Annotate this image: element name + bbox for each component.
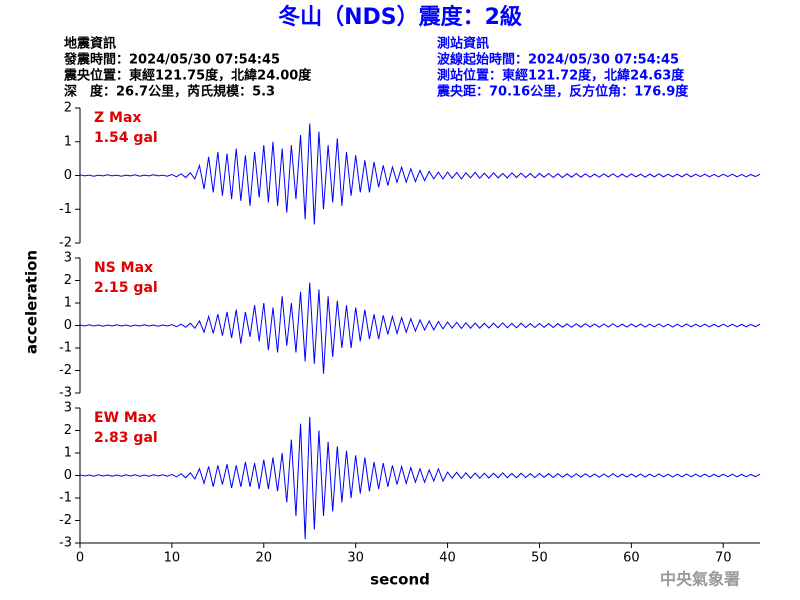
x-tick-label: 70 — [715, 551, 732, 566]
y-tick-label: 1 — [64, 446, 72, 461]
x-tick-label: 60 — [623, 551, 640, 566]
y-tick-label: 0 — [64, 168, 72, 183]
x-tick-label: 40 — [439, 551, 456, 566]
quake-info: 地震資訊 — [64, 36, 116, 52]
y-tick-label: 2 — [64, 423, 72, 438]
station-info: 測站位置：東經121.72度，北緯24.63度 — [437, 68, 685, 84]
footer: 中央氣象署 — [660, 570, 740, 589]
component-label: EW Max — [94, 410, 156, 426]
y-tick-label: -3 — [59, 536, 72, 551]
quake-info: 發震時間：2024/05/30 07:54:45 — [63, 52, 280, 68]
waveform — [79, 282, 761, 374]
page-title: 冬山（NDS）震度：2級 — [278, 4, 522, 30]
y-tick-label: 3 — [64, 401, 72, 416]
y-tick-label: -2 — [59, 236, 72, 251]
waveform — [79, 123, 761, 225]
x-tick-label: 30 — [347, 551, 364, 566]
x-tick-label: 20 — [256, 551, 273, 566]
y-tick-label: 1 — [64, 134, 72, 149]
y-tick-label: -1 — [59, 491, 72, 506]
y-axis-label: acceleration — [23, 250, 41, 354]
y-tick-label: 2 — [64, 101, 72, 116]
station-info: 測站資訊 — [437, 36, 489, 52]
y-tick-label: -2 — [59, 363, 72, 378]
y-tick-label: 0 — [64, 468, 72, 483]
peak-annotation: 2.83 gal — [94, 430, 158, 446]
x-tick-label: 0 — [76, 551, 84, 566]
y-tick-label: 1 — [64, 296, 72, 311]
waveform — [79, 416, 761, 540]
component-label: NS Max — [94, 260, 153, 276]
quake-info: 深 度：26.7公里，芮氏規模：5.3 — [64, 84, 275, 100]
y-tick-label: 0 — [64, 318, 72, 333]
y-tick-label: 2 — [64, 273, 72, 288]
station-info: 波線起始時間：2024/05/30 07:54:45 — [437, 52, 679, 68]
x-tick-label: 50 — [531, 551, 548, 566]
quake-info: 震央位置：東經121.75度，北緯24.00度 — [63, 68, 312, 84]
peak-annotation: 2.15 gal — [94, 280, 158, 296]
y-tick-label: 3 — [64, 251, 72, 266]
station-info: 震央距：70.16公里，反方位角：176.9度 — [436, 84, 689, 100]
y-tick-label: -1 — [59, 202, 72, 217]
x-tick-label: 10 — [164, 551, 181, 566]
peak-annotation: 1.54 gal — [94, 130, 158, 146]
y-tick-label: -2 — [59, 513, 72, 528]
y-tick-label: -1 — [59, 341, 72, 356]
y-tick-label: -3 — [59, 386, 72, 401]
x-axis-label: second — [370, 571, 430, 589]
component-label: Z Max — [94, 110, 141, 126]
